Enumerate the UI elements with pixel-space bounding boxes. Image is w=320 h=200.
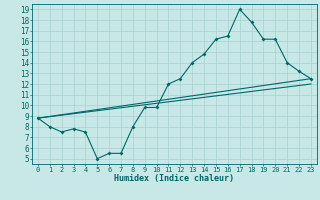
X-axis label: Humidex (Indice chaleur): Humidex (Indice chaleur): [115, 174, 234, 183]
